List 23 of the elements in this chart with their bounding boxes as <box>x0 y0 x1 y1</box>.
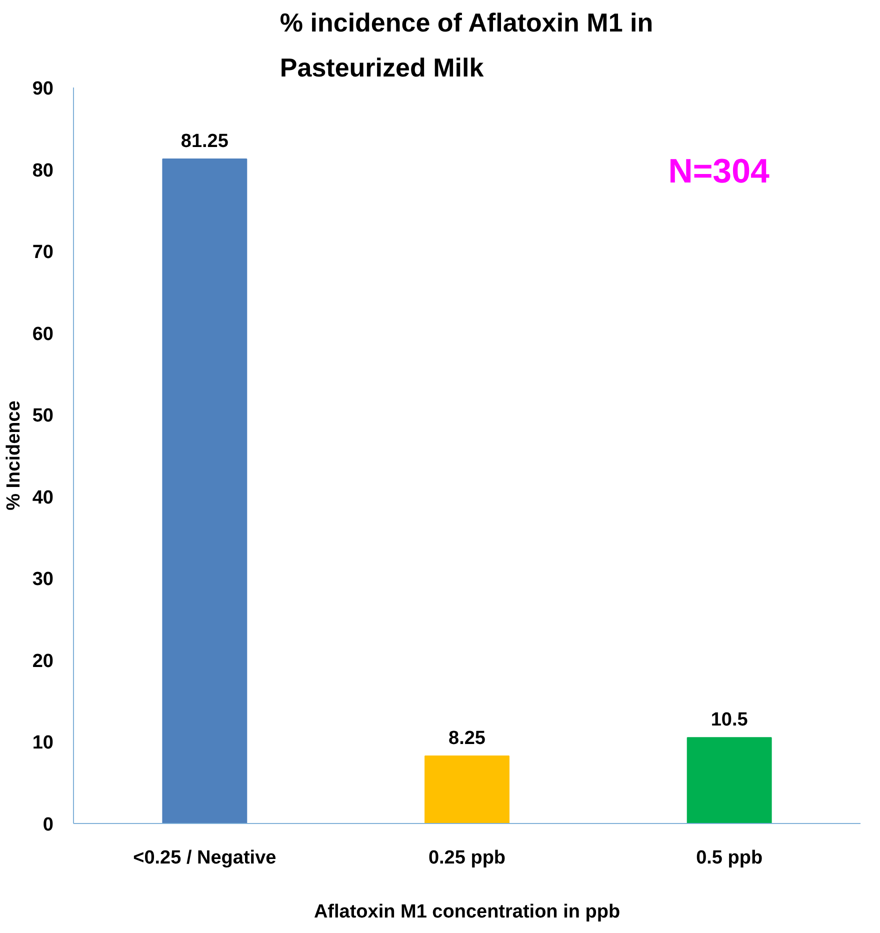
data-label: 8.25 <box>448 728 486 750</box>
y-tick-label: 40 <box>32 487 54 508</box>
x-axis-title: Aflatoxin M1 concentration in ppb <box>314 902 620 922</box>
y-tick-label: 90 <box>32 78 54 100</box>
x-tick-label: <0.25 / Negative <box>133 848 276 868</box>
y-tick-label: 10 <box>32 732 54 754</box>
bar <box>686 737 772 824</box>
y-tick-label: 70 <box>32 242 54 264</box>
bar <box>162 158 248 824</box>
y-tick-label: 80 <box>32 160 54 182</box>
data-label: 10.5 <box>710 710 748 731</box>
y-tick-label: 0 <box>42 814 54 836</box>
annotation: N=304 <box>668 152 770 191</box>
y-tick-label: 20 <box>32 650 54 672</box>
bar <box>424 756 510 824</box>
y-tick-label: 30 <box>32 569 54 590</box>
x-tick-label: 0.5 ppb <box>696 848 763 868</box>
x-tick-label: 0.25 ppb <box>428 848 506 868</box>
y-tick-label: 60 <box>32 324 54 345</box>
chart-title: % incidence of Aflatoxin M1 in Pasteurized Milk <box>280 8 654 82</box>
y-axis-title: % Incidence <box>3 400 24 510</box>
y-tick-label: 50 <box>32 406 54 427</box>
data-label: 81.25 <box>180 131 229 152</box>
